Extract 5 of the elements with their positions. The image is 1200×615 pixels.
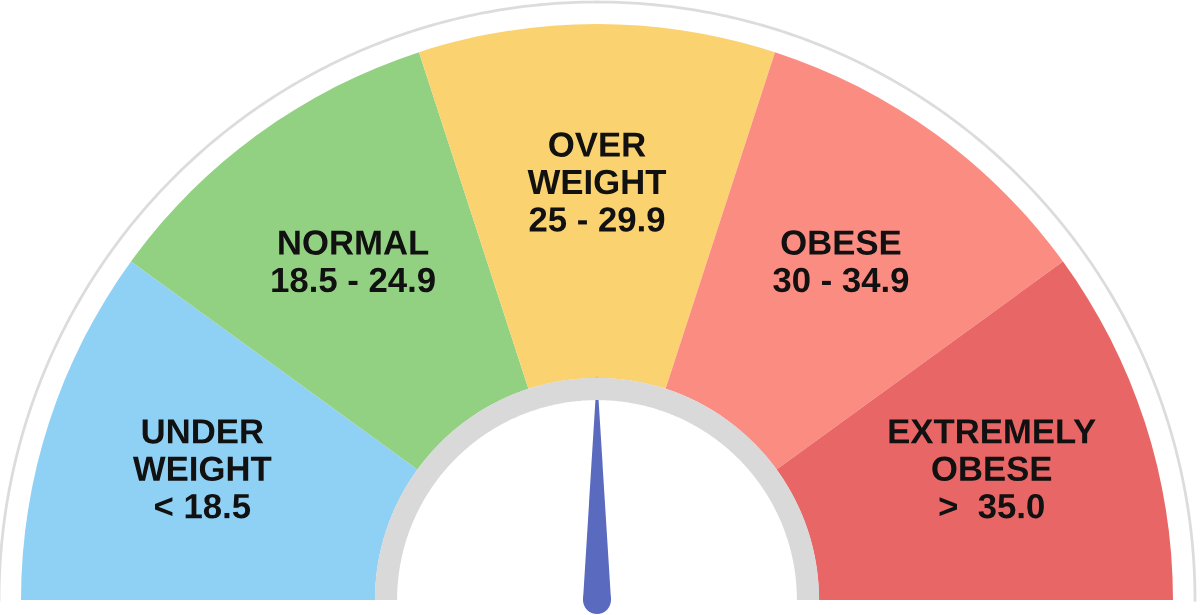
slice-label: OVER WEIGHT 25 - 29.9 [527, 132, 667, 232]
slice-label: EXTREMELY OBESE > 35.0 [889, 419, 1096, 519]
slice-label: NORMAL 18.5 - 24.9 [272, 230, 435, 293]
slice-label: UNDER WEIGHT < 18.5 [132, 419, 272, 519]
slice-label: OBESE 30 - 34.9 [773, 230, 909, 293]
